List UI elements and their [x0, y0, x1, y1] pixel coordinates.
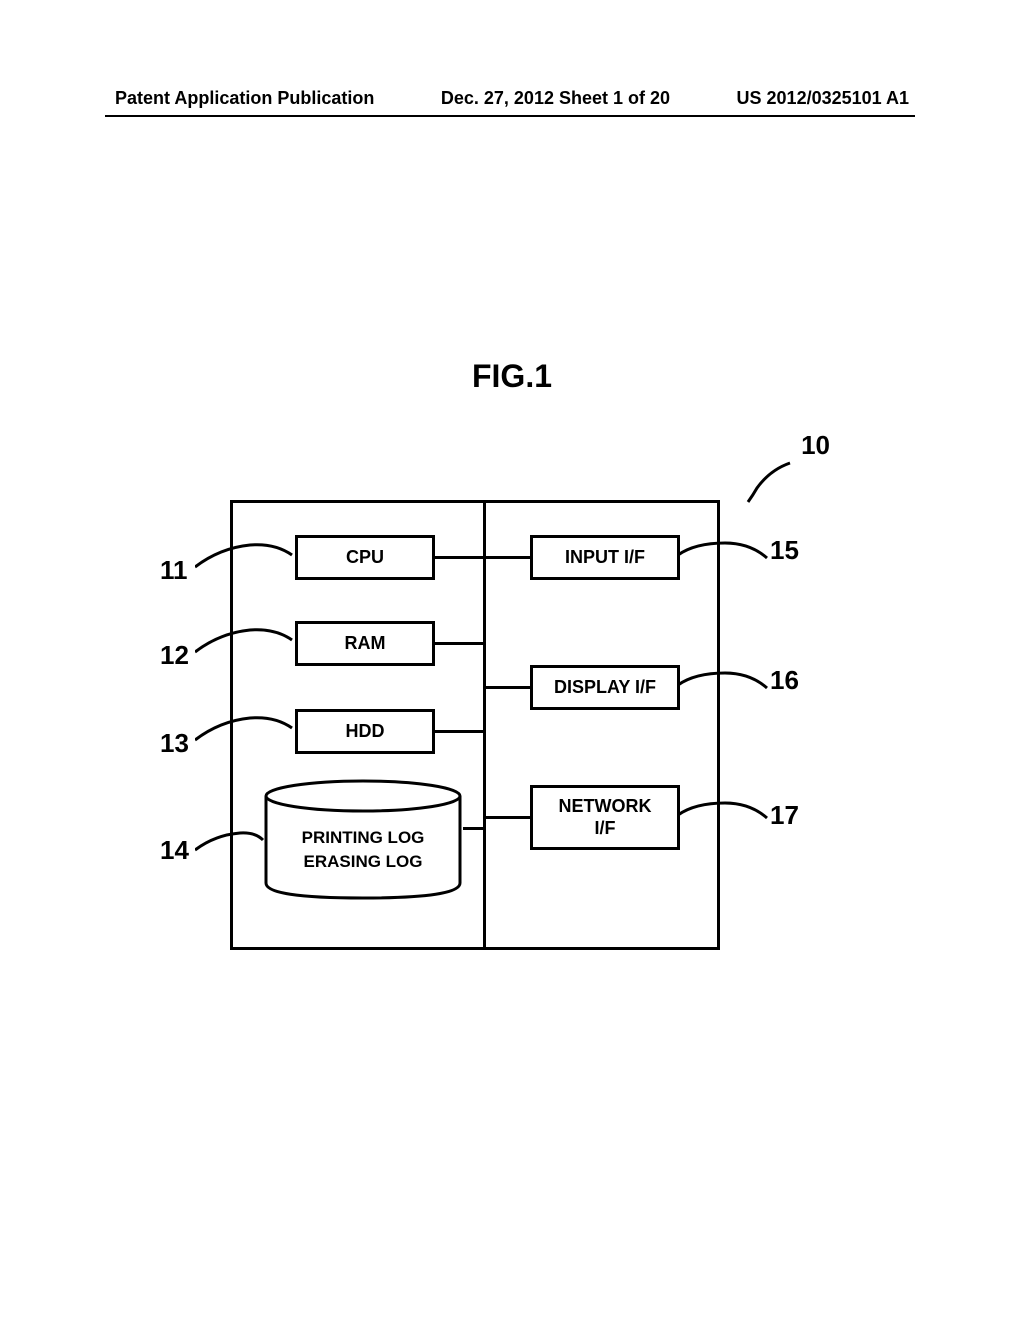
cylinder-line2: ERASING LOG [303, 852, 422, 871]
header-date-sheet: Dec. 27, 2012 Sheet 1 of 20 [441, 88, 670, 109]
network-if-block: NETWORKI/F [530, 785, 680, 850]
header-publication-type: Patent Application Publication [115, 88, 374, 109]
connector-hdd [435, 730, 485, 733]
display-if-label: DISPLAY I/F [554, 677, 656, 698]
lead-line-17 [675, 800, 770, 830]
ref-label-15: 15 [770, 535, 799, 566]
cylinder-text: PRINTING LOG ERASING LOG [263, 826, 463, 874]
connector-cpu [435, 556, 485, 559]
ref-label-12: 12 [160, 640, 189, 671]
display-if-block: DISPLAY I/F [530, 665, 680, 710]
connector-ram [435, 642, 485, 645]
hdd-label: HDD [346, 721, 385, 742]
ref-label-17: 17 [770, 800, 799, 831]
network-if-label: NETWORKI/F [559, 796, 652, 839]
ref-label-13: 13 [160, 728, 189, 759]
ram-block: RAM [295, 621, 435, 666]
block-diagram: 10 CPU RAM HDD INPUT I/F DISPLAY I/F NET… [180, 440, 840, 965]
lead-line-16 [675, 670, 770, 700]
input-if-label: INPUT I/F [565, 547, 645, 568]
ref-label-10: 10 [801, 430, 830, 461]
lead-line-15 [675, 540, 770, 570]
lead-line-11 [195, 540, 295, 575]
connector-cylinder [463, 827, 485, 830]
ram-label: RAM [345, 633, 386, 654]
ref-label-11: 11 [160, 555, 188, 586]
lead-line-14 [195, 830, 265, 860]
lead-line-10 [745, 460, 800, 505]
figure-title: FIG.1 [472, 358, 552, 395]
hdd-block: HDD [295, 709, 435, 754]
connector-network [485, 816, 530, 819]
connector-display [485, 686, 530, 689]
connector-input [485, 556, 530, 559]
page-header: Patent Application Publication Dec. 27, … [0, 88, 1024, 109]
bus-line [483, 502, 486, 947]
lead-line-13 [195, 713, 295, 748]
ref-label-16: 16 [770, 665, 799, 696]
cpu-label: CPU [346, 547, 384, 568]
lead-line-12 [195, 625, 295, 660]
header-publication-number: US 2012/0325101 A1 [737, 88, 909, 109]
header-divider [105, 115, 915, 117]
cylinder-line1: PRINTING LOG [302, 828, 425, 847]
ref-label-14: 14 [160, 835, 189, 866]
storage-cylinder: PRINTING LOG ERASING LOG [263, 778, 463, 898]
input-if-block: INPUT I/F [530, 535, 680, 580]
cpu-block: CPU [295, 535, 435, 580]
